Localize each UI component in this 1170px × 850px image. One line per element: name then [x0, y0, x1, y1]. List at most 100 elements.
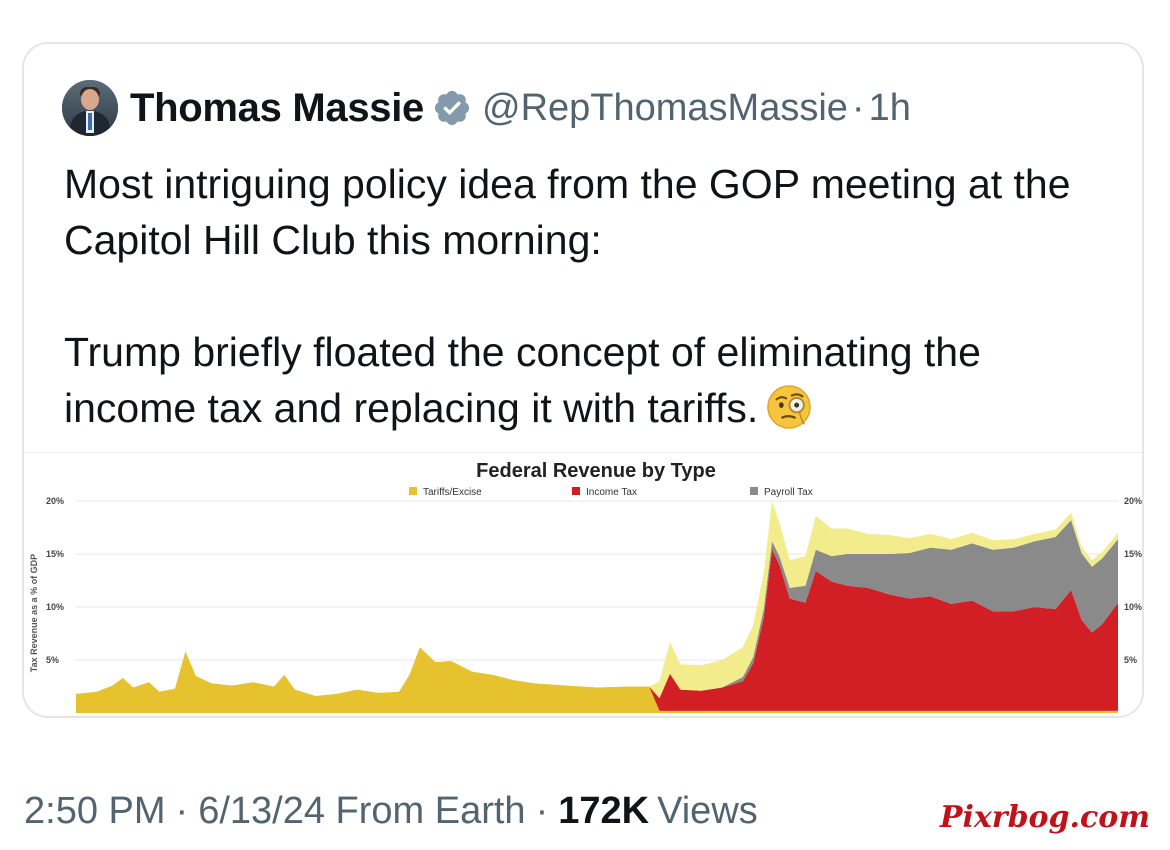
author-name[interactable]: Thomas Massie [130, 85, 424, 130]
x-tick [230, 716, 235, 718]
tweet-footer: 2:50 PM · 6/13/24 From Earth · 172K View… [24, 786, 758, 836]
views-count[interactable]: 172K [558, 789, 650, 832]
x-tick [574, 716, 579, 718]
x-tick [824, 716, 829, 718]
tweet-text: Most intriguing policy idea from the GOP… [64, 156, 1124, 436]
x-tick [709, 716, 714, 718]
x-tick [959, 716, 964, 718]
x-tick [397, 716, 402, 718]
x-tick [1116, 716, 1121, 718]
chart-legend: Tariffs/Excise Income Tax Payroll Tax [409, 487, 813, 498]
x-tick [105, 716, 110, 718]
x-tick [907, 716, 912, 718]
x-tick [438, 716, 443, 718]
x-tick [303, 716, 308, 718]
y-tick-right: 20% [1124, 496, 1142, 506]
chart-svg: Federal Revenue by Type Tariffs/Excise In… [29, 460, 1142, 718]
x-tick [678, 716, 683, 718]
area-tariffs-excise [76, 647, 1118, 713]
x-tick [740, 716, 745, 718]
tweet-age[interactable]: 1h [868, 86, 911, 129]
footer-dot-2: · [535, 789, 549, 832]
x-tick [271, 716, 276, 718]
y-tick-left: 15% [46, 549, 64, 559]
x-tick [553, 716, 558, 718]
x-tick [792, 716, 797, 718]
revenue-chart[interactable]: Federal Revenue by Type Tariffs/Excise In… [24, 452, 1142, 718]
verified-badge-icon [434, 90, 470, 126]
x-tick [74, 716, 79, 718]
y-tick-left: 10% [46, 602, 64, 612]
avatar[interactable] [62, 80, 118, 136]
y-axis-label: Tax Revenue as a % of GDP [29, 554, 39, 672]
x-tick [657, 716, 662, 718]
x-tick [949, 716, 954, 718]
x-tick [355, 716, 360, 718]
x-tick [417, 716, 422, 718]
tweet-header: Thomas Massie @RepThomasMassie · 1h [62, 80, 911, 136]
face-with-monocle-icon [767, 385, 812, 429]
x-tick [595, 716, 600, 718]
author-handle[interactable]: @RepThomasMassie [482, 86, 848, 129]
x-tick [1001, 716, 1006, 718]
x-tick [761, 716, 766, 718]
x-tick [344, 716, 349, 718]
x-tick [813, 716, 818, 718]
x-tick [1074, 716, 1079, 718]
area-payroll-tax [76, 520, 1118, 699]
views-label[interactable]: Views [657, 789, 758, 832]
post-time[interactable]: 2:50 PM [24, 789, 166, 832]
x-tick [115, 716, 120, 718]
x-tick [449, 716, 454, 718]
x-tick [605, 716, 610, 718]
watermark: Pixrbog.com [939, 800, 1150, 835]
x-tick [1063, 716, 1068, 718]
x-tick [542, 716, 547, 718]
x-tick [834, 716, 839, 718]
x-ticks [74, 716, 1121, 718]
x-tick [199, 716, 204, 718]
x-tick [282, 716, 287, 718]
x-tick [667, 716, 672, 718]
x-tick [563, 716, 568, 718]
x-tick [772, 716, 777, 718]
x-tick [803, 716, 808, 718]
x-tick [459, 716, 464, 718]
x-tick [855, 716, 860, 718]
x-tick [532, 716, 537, 718]
x-tick [522, 716, 527, 718]
x-tick [688, 716, 693, 718]
x-tick [918, 716, 923, 718]
legend-swatch [750, 487, 758, 495]
legend-swatch [572, 487, 580, 495]
x-tick [928, 716, 933, 718]
x-tick [615, 716, 620, 718]
footer-dot-1: · [175, 789, 189, 832]
x-tick [480, 716, 485, 718]
x-tick [1105, 716, 1110, 718]
x-tick [292, 716, 297, 718]
separator-dot: · [851, 86, 865, 129]
legend-label: Income Tax [586, 487, 637, 498]
tweet-paragraph-2-text: Trump briefly floated the concept of eli… [64, 329, 981, 431]
x-tick [261, 716, 266, 718]
area-income-tax [76, 549, 1118, 711]
x-tick [240, 716, 245, 718]
post-date-source[interactable]: 6/13/24 From Earth [198, 789, 526, 832]
chart-title: Federal Revenue by Type [476, 460, 716, 482]
legend-label: Tariffs/Excise [423, 487, 482, 498]
x-tick [324, 716, 329, 718]
x-tick [1053, 716, 1058, 718]
x-tick [845, 716, 850, 718]
x-tick [980, 716, 985, 718]
x-tick [501, 716, 506, 718]
x-tick [897, 716, 902, 718]
x-tick [428, 716, 433, 718]
quoted-tweet-card[interactable]: Thomas Massie @RepThomasMassie · 1h Most… [22, 42, 1144, 718]
x-tick [970, 716, 975, 718]
y-tick-right: 15% [1124, 549, 1142, 559]
x-tick [126, 716, 131, 718]
x-tick [1032, 716, 1037, 718]
x-tick [865, 716, 870, 718]
x-tick [157, 716, 162, 718]
